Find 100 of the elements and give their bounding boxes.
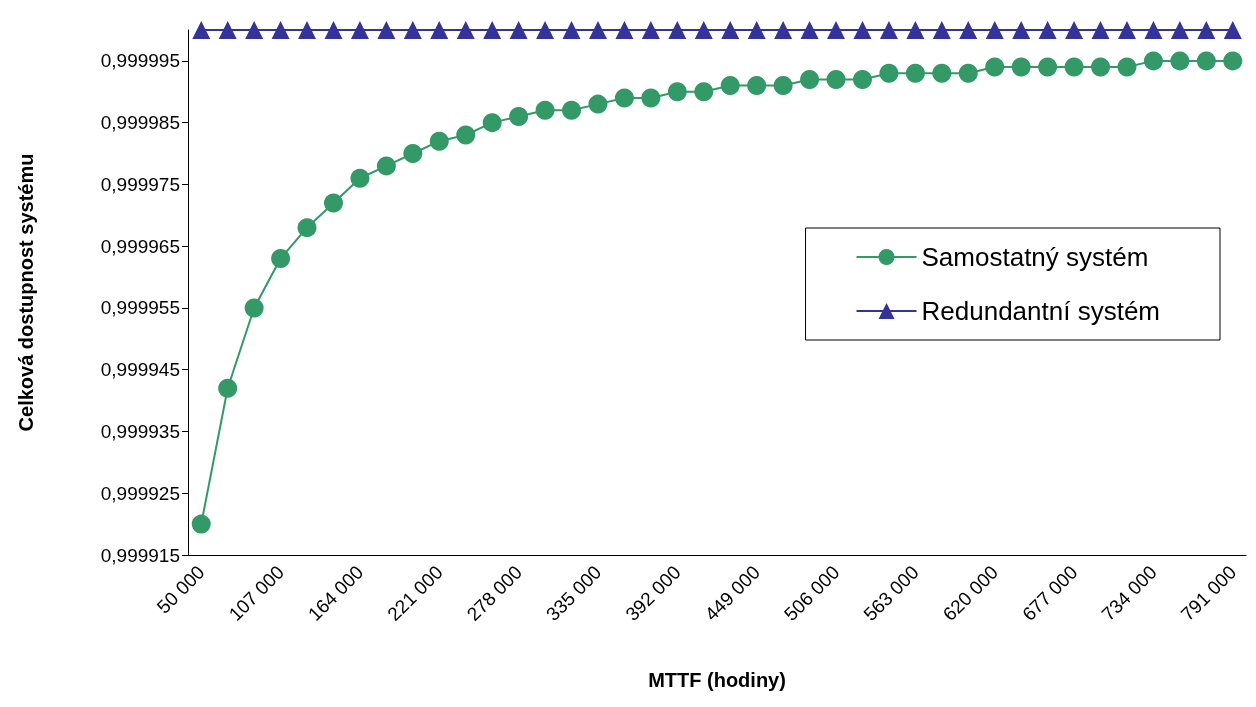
point (1170, 51, 1190, 71)
point (403, 21, 422, 39)
point (588, 94, 608, 114)
point (667, 82, 687, 102)
point (1143, 51, 1163, 71)
y-tick-label: 0,999985 (100, 112, 180, 134)
x-axis-title: MTTF (hodiny) (648, 669, 786, 691)
point (245, 21, 264, 39)
x-tick-label: 734 000 (1097, 561, 1161, 625)
point (456, 21, 475, 39)
x-tick-label: 506 000 (780, 561, 844, 625)
point (1117, 57, 1137, 77)
point (641, 21, 660, 39)
point (852, 69, 872, 89)
point (641, 88, 661, 108)
point (271, 21, 290, 39)
point (932, 63, 952, 83)
x-tick-label: 677 000 (1018, 561, 1082, 625)
y-tick-label: 0,999975 (100, 173, 180, 195)
point (562, 100, 582, 120)
point (853, 21, 872, 39)
point (298, 21, 317, 39)
point (1197, 21, 1216, 39)
point (191, 514, 211, 534)
point (747, 76, 767, 96)
point (1223, 21, 1242, 39)
y-tick-label: 0,999945 (100, 359, 180, 381)
point (1091, 57, 1111, 77)
y-axis-title: Celková dostupnost systému (15, 153, 37, 432)
x-tick-label: 620 000 (938, 561, 1003, 625)
y-tick-label: 0,999995 (100, 50, 180, 72)
point (588, 21, 607, 39)
point (1144, 21, 1163, 39)
point (483, 21, 502, 39)
x-tick-label: 164 000 (303, 561, 368, 625)
x-tick-label: 449 000 (700, 561, 765, 625)
x-tick-label: 107 000 (224, 561, 288, 625)
point (509, 106, 529, 126)
point (218, 378, 238, 398)
point (323, 193, 343, 213)
point (800, 69, 820, 89)
legend-label: Redundantní systém (921, 296, 1160, 326)
point (721, 21, 740, 39)
point (959, 21, 978, 39)
point (1012, 21, 1031, 39)
y-tick-label: 0,999935 (100, 420, 180, 442)
point (377, 21, 396, 39)
x-tick-label: 563 000 (859, 561, 923, 625)
point (827, 21, 846, 39)
point (297, 218, 317, 238)
point (324, 21, 343, 39)
point (1196, 51, 1216, 71)
y-tick-label: 0,999965 (100, 235, 180, 257)
point (1064, 57, 1084, 77)
point (879, 21, 898, 39)
point (429, 131, 449, 151)
point (1038, 57, 1058, 77)
point (218, 21, 237, 39)
point (694, 21, 713, 39)
point (747, 21, 766, 39)
legend-label: Samostatný systém (921, 242, 1149, 272)
point (958, 63, 978, 83)
point (1170, 21, 1189, 39)
point (1065, 21, 1084, 39)
point (271, 249, 291, 269)
point (800, 21, 819, 39)
point (774, 21, 793, 39)
point (562, 21, 581, 39)
point (694, 82, 714, 102)
point (614, 88, 634, 108)
point (668, 21, 687, 39)
y-tick-label: 0,999925 (100, 482, 180, 504)
point (1038, 21, 1057, 39)
point (535, 100, 555, 120)
x-tick-label: 791 000 (1176, 561, 1241, 625)
x-tick-label: 221 000 (383, 561, 447, 625)
point (906, 21, 925, 39)
point (1011, 57, 1031, 77)
x-tick-label: 278 000 (462, 561, 527, 625)
point (456, 125, 476, 145)
point (826, 69, 846, 89)
point (905, 63, 925, 83)
point (244, 298, 264, 318)
point (615, 21, 634, 39)
point (985, 21, 1004, 39)
point (1223, 51, 1243, 71)
point (1117, 21, 1136, 39)
point (430, 21, 449, 39)
point (1091, 21, 1110, 39)
point (482, 113, 502, 133)
point (985, 57, 1005, 77)
point (350, 168, 370, 188)
y-tick-label: 0,999955 (100, 297, 180, 319)
point (773, 76, 793, 96)
point (932, 21, 951, 39)
point (509, 21, 528, 39)
point (403, 144, 423, 164)
point (376, 156, 396, 176)
point (879, 63, 899, 83)
point (720, 76, 740, 96)
